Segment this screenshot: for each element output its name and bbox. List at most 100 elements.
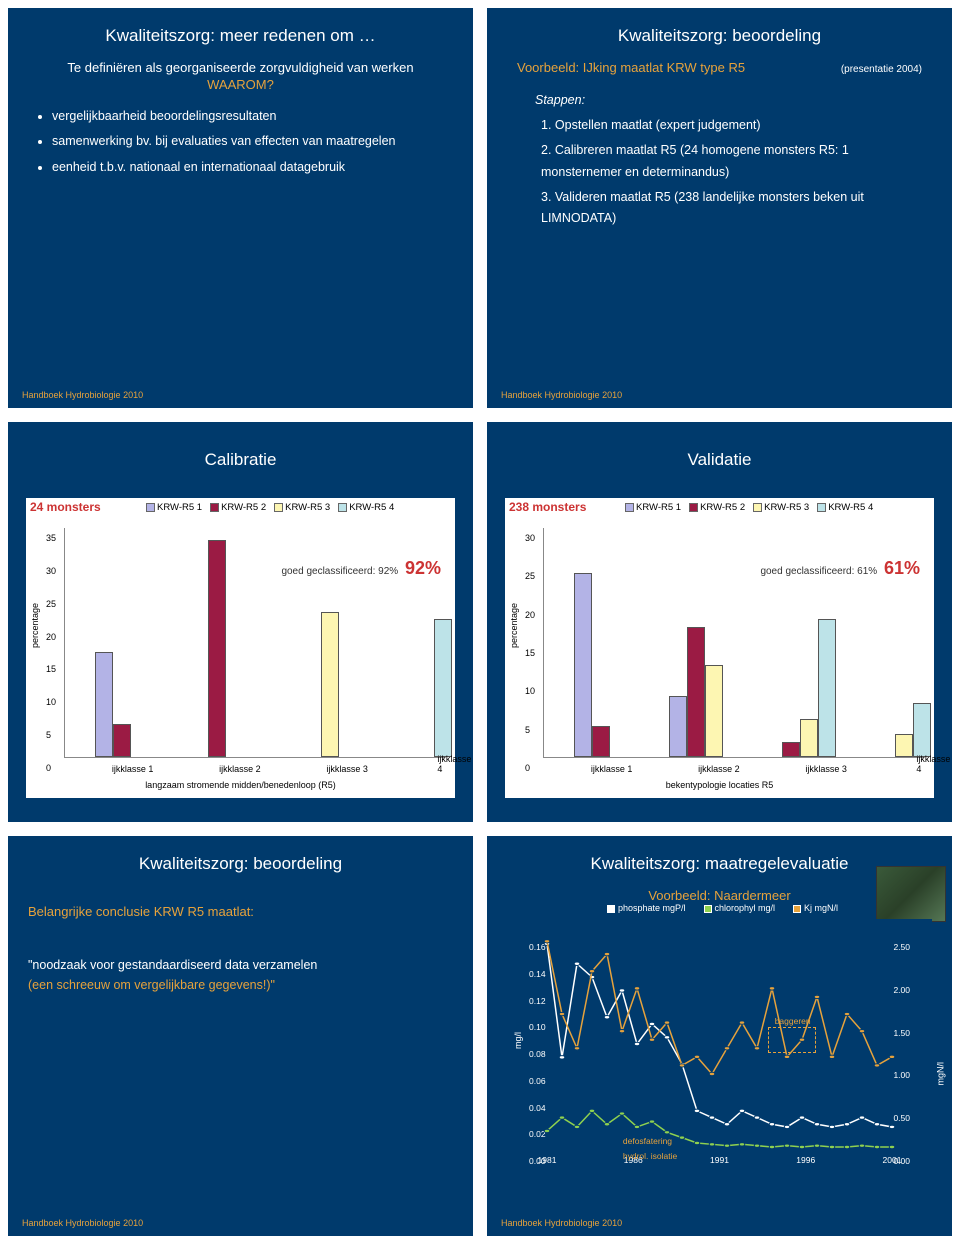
title: Kwaliteitszorg: beoordeling (28, 854, 453, 874)
footer: Handboek Hydrobiologie 2010 (22, 1218, 143, 1228)
y-axis-right-label: mgN/l (936, 1062, 946, 1086)
bar-group (764, 619, 836, 757)
y-tick: 0 (525, 763, 530, 773)
y-tick: 15 (46, 664, 56, 674)
chart-legend: KRW-R5 1KRW-R5 2KRW-R5 3KRW-R5 4 (625, 502, 873, 513)
subtitle-1: Te definiëren als georganiseerde zorgvul… (28, 60, 453, 75)
x-tick: ijkklasse 3 (326, 764, 368, 774)
bar-chart-validatie: 238 monstersKRW-R5 1KRW-R5 2KRW-R5 3KRW-… (505, 498, 934, 798)
x-tick: ijkklasse 2 (219, 764, 261, 774)
slide-maatregelevaluatie: Kwaliteitszorg: maatregelevaluatie Voorb… (487, 836, 952, 1236)
x-caption: bekentypologie locaties R5 (505, 780, 934, 790)
footer: Handboek Hydrobiologie 2010 (22, 390, 143, 400)
x-tick: ijkklasse 4 (916, 754, 950, 774)
bullet-list: vergelijkbaarheid beoordelingsresultaten… (52, 106, 453, 178)
y-tick-left: 0.16 (529, 942, 546, 952)
x-tick: ijkklasse 3 (805, 764, 847, 774)
bar-group (285, 612, 357, 757)
line-chart: mg/lmgN/l0.000.020.040.060.080.100.120.1… (507, 919, 932, 1179)
bar-group (95, 652, 167, 757)
slide-calibratie: Calibratie 24 monsters KRW-R5 1KRW-R5 2KR… (8, 422, 473, 822)
legend-item: phosphate mgP/l (601, 903, 686, 913)
bar (782, 742, 800, 757)
title: Kwaliteitszorg: maatregelevaluatie (507, 854, 932, 874)
y-tick: 15 (525, 648, 535, 658)
y-axis-label: percentage (509, 603, 519, 648)
x-tick: 2001 (883, 1155, 902, 1165)
y-tick: 20 (525, 610, 535, 620)
bar (113, 724, 131, 757)
chart-legend: KRW-R5 1KRW-R5 2KRW-R5 3KRW-R5 4 (146, 502, 394, 513)
annotation-box (768, 1027, 816, 1053)
quote: "noodzaak voor gestandaardiseerd data ve… (28, 955, 453, 995)
bar (208, 540, 226, 757)
bar (818, 619, 836, 757)
legend-item: Kj mgN/l (787, 903, 838, 913)
step-item: 2. Calibreren maatlat R5 (24 homogene mo… (541, 140, 932, 183)
y-tick-right: 2.00 (893, 985, 910, 995)
bar (434, 619, 452, 757)
bullet-item: vergelijkbaarheid beoordelingsresultaten (52, 106, 453, 127)
slide-validatie: Validatie 238 monstersKRW-R5 1KRW-R5 2KR… (487, 422, 952, 822)
footer: Handboek Hydrobiologie 2010 (501, 1218, 622, 1228)
bar (95, 652, 113, 757)
x-tick: ijkklasse 1 (112, 764, 154, 774)
bar (895, 734, 913, 757)
y-tick-left: 0.02 (529, 1129, 546, 1139)
x-tick: ijkklasse 4 (437, 754, 471, 774)
y-axis-label: percentage (30, 603, 40, 648)
x-tick: ijkklasse 1 (591, 764, 633, 774)
subtitle-2: WAAROM? (28, 77, 453, 92)
y-tick: 5 (525, 725, 530, 735)
title: Calibratie (28, 450, 453, 470)
example-label: Voorbeeld: IJking maatlat KRW type R5 (517, 60, 745, 75)
slide-reasons: Kwaliteitszorg: meer redenen om … Te def… (8, 8, 473, 408)
chart-annotation: hydrol. isolatie (623, 1151, 677, 1161)
y-tick-left: 0.10 (529, 1022, 546, 1032)
monsters-label: 24 monsters (30, 500, 101, 514)
y-axis-left-label: mg/l (513, 1032, 523, 1049)
x-tick: ijkklasse 2 (698, 764, 740, 774)
bar-group (190, 540, 262, 757)
y-tick-right: 1.00 (893, 1070, 910, 1080)
bar (669, 696, 687, 757)
legend-item: chlorophyl mg/l (698, 903, 776, 913)
step-item: 1. Opstellen maatlat (expert judgement) (541, 115, 932, 136)
quote-line-2: (een schreeuw om vergelijkbare gegevens!… (28, 978, 275, 992)
bar (687, 627, 705, 757)
x-caption: langzaam stromende midden/benedenloop (R… (26, 780, 455, 790)
y-tick-right: 0.50 (893, 1113, 910, 1123)
y-tick: 35 (46, 533, 56, 543)
bar (592, 726, 610, 757)
y-tick: 25 (46, 599, 56, 609)
subtitle: Voorbeeld: Naardermeer (507, 888, 932, 903)
bar (574, 573, 592, 757)
y-tick-left: 0.12 (529, 996, 546, 1006)
quote-line-1: "noodzaak voor gestandaardiseerd data ve… (28, 958, 317, 972)
plot-area (64, 528, 445, 758)
bar-group (669, 627, 741, 757)
bullet-item: eenheid t.b.v. nationaal en internationa… (52, 157, 453, 178)
bar-group (574, 573, 646, 757)
step-item: 3. Valideren maatlat R5 (238 landelijke … (541, 187, 932, 230)
bullet-item: samenwerking bv. bij evaluaties van effe… (52, 131, 453, 152)
bar-group (859, 703, 931, 757)
slide-beoordeling-steps: Kwaliteitszorg: beoordeling Voorbeeld: I… (487, 8, 952, 408)
bar-group (380, 619, 452, 757)
y-tick-left: 0.08 (529, 1049, 546, 1059)
y-tick: 30 (46, 566, 56, 576)
bar-chart-calibratie: 24 monsters KRW-R5 1KRW-R5 2KRW-R5 3KRW-R… (26, 498, 455, 798)
y-tick: 10 (46, 697, 56, 707)
line-plot-area: defosfateringhydrol. isolatiebaggeren (547, 937, 892, 1151)
footer: Handboek Hydrobiologie 2010 (501, 390, 622, 400)
bar (800, 719, 818, 757)
example-row: Voorbeeld: IJking maatlat KRW type R5 (p… (507, 60, 932, 75)
y-tick-left: 0.14 (529, 969, 546, 979)
x-tick: 1996 (796, 1155, 815, 1165)
satellite-thumbnail (876, 866, 946, 922)
y-tick-right: 1.50 (893, 1028, 910, 1038)
slide-conclusion: Kwaliteitszorg: beoordeling Belangrijke … (8, 836, 473, 1236)
steps-list: 1. Opstellen maatlat (expert judgement) … (541, 115, 932, 229)
x-tick: 1981 (538, 1155, 557, 1165)
y-tick: 0 (46, 763, 51, 773)
